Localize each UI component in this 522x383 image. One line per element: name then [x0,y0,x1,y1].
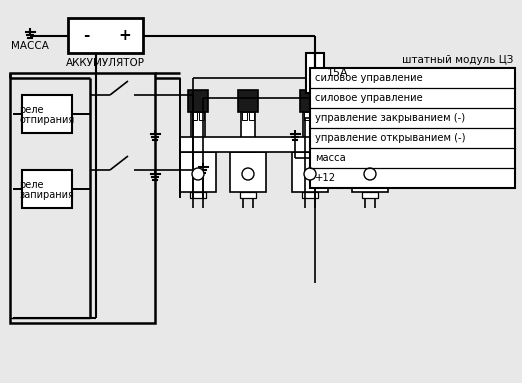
Text: масса: масса [315,153,346,163]
Bar [371,112,376,120]
Bar [241,112,255,152]
Bar [238,90,258,112]
Bar [191,112,205,152]
Text: управление открыванием (-): управление открыванием (-) [315,133,466,143]
Bar [68,18,143,53]
Text: 15А: 15А [327,68,349,78]
Circle shape [364,168,376,180]
Bar [240,192,256,198]
Bar [306,53,324,93]
Bar [311,112,316,120]
Bar [363,112,377,152]
Bar [180,137,388,152]
Bar [230,152,266,192]
Bar [180,152,216,192]
Bar [242,112,247,120]
Text: +12: +12 [315,173,336,183]
Bar [362,192,378,198]
Bar [364,112,369,120]
Text: запирания: запирания [19,190,74,200]
Text: МАССА: МАССА [11,41,49,51]
Bar [292,152,328,192]
Text: силовое управление: силовое управление [315,73,423,83]
Bar [188,90,208,112]
Text: штатный модуль ЦЗ: штатный модуль ЦЗ [402,55,513,65]
Bar [304,112,309,120]
Bar [302,192,318,198]
Text: -: - [83,28,89,43]
Bar [300,90,320,112]
Text: реле: реле [19,180,43,190]
Text: +: + [118,28,132,43]
Bar [303,112,317,152]
Bar [352,152,388,192]
Bar [360,90,380,112]
Bar [10,73,155,323]
Circle shape [304,168,316,180]
Bar [22,170,72,208]
Text: отпирания: отпирания [19,115,74,125]
Bar [199,112,204,120]
Circle shape [242,168,254,180]
Bar [190,192,206,198]
Bar [22,95,72,133]
Bar [249,112,254,120]
Text: реле: реле [19,105,43,115]
Circle shape [192,168,204,180]
Text: силовое управление: силовое управление [315,93,423,103]
Bar [192,112,197,120]
Text: управление закрыванием (-): управление закрыванием (-) [315,113,465,123]
Text: АККУМУЛЯТОР: АККУМУЛЯТОР [66,58,145,68]
Bar [310,68,515,188]
